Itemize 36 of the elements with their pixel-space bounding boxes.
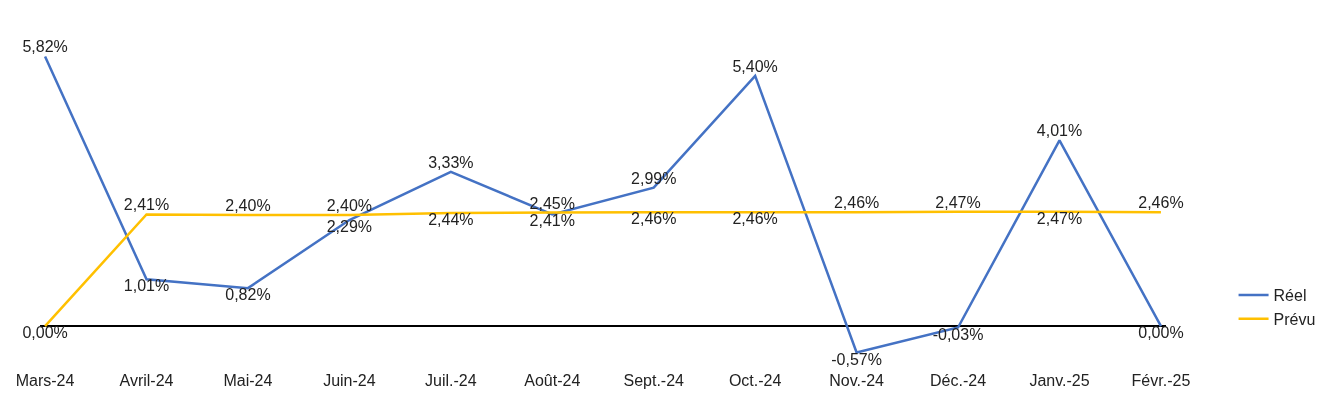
legend-label: Réel xyxy=(1273,287,1307,305)
data-label: 2,46% xyxy=(631,210,677,228)
data-label: 2,44% xyxy=(428,211,474,229)
x-tick-label: Mars-24 xyxy=(15,372,75,389)
data-label: 4,01% xyxy=(1036,122,1083,140)
data-label: 2,40% xyxy=(326,196,373,214)
data-label: 5,82% xyxy=(22,38,68,56)
data-label: 0,00% xyxy=(22,324,68,342)
x-tick-label: Août-24 xyxy=(524,372,581,389)
data-label: -0,57% xyxy=(831,350,882,368)
data-label: 2,41% xyxy=(123,196,170,214)
data-label: 2,47% xyxy=(1036,209,1083,227)
data-label: 1,01% xyxy=(123,277,170,295)
data-label: 2,46% xyxy=(1138,194,1184,212)
x-tick-label: Oct.-24 xyxy=(728,372,782,389)
x-tick-label: Déc.-24 xyxy=(930,372,987,389)
data-label: 3,33% xyxy=(428,153,474,171)
data-label: 2,45% xyxy=(529,194,575,212)
data-label: 2,41% xyxy=(529,212,575,230)
x-tick-label: Sept.-24 xyxy=(623,372,685,389)
x-tick-label: Janv.-25 xyxy=(1029,372,1090,389)
x-tick-label: Févr.-25 xyxy=(1131,372,1191,389)
x-tick-label: Juil.-24 xyxy=(425,372,477,389)
data-label: 0,82% xyxy=(225,286,271,304)
data-label: 2,47% xyxy=(935,193,981,211)
data-label: 5,40% xyxy=(732,57,778,75)
x-tick-label: Nov.-24 xyxy=(829,372,885,389)
data-label: 2,46% xyxy=(833,194,880,212)
legend-label: Prévu xyxy=(1273,311,1316,329)
x-tick-label: Juin-24 xyxy=(323,372,376,389)
x-tick-label: Mai-24 xyxy=(223,372,273,389)
data-label: 2,40% xyxy=(225,196,271,214)
data-label: 0,00% xyxy=(1138,324,1184,342)
x-tick-label: Avril-24 xyxy=(119,372,174,389)
data-label: -0,03% xyxy=(932,325,984,343)
data-label: 2,46% xyxy=(732,210,778,228)
